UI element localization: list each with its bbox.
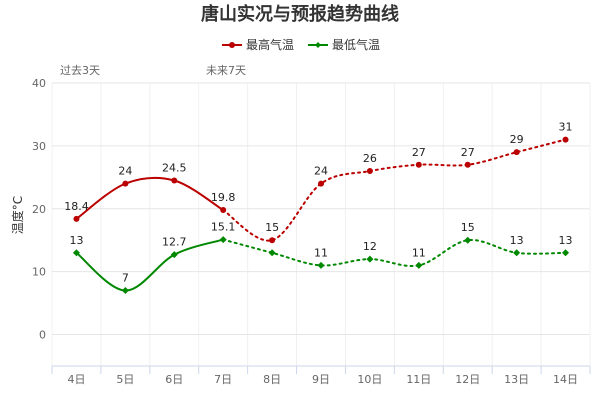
y-tick-label: 10 — [32, 266, 46, 279]
x-tick-label: 9日 — [312, 373, 330, 386]
data-label-min: 15 — [461, 221, 475, 234]
data-label-max: 27 — [412, 146, 426, 159]
data-point-max — [171, 177, 178, 184]
series-layer — [72, 136, 570, 295]
x-tick-label: 5日 — [116, 373, 134, 386]
series-line-forecast-min — [222, 238, 567, 268]
data-point-max — [415, 161, 422, 168]
data-point-min — [562, 249, 570, 257]
data-point-max — [513, 149, 520, 156]
axes: 0 10 20 30 40 4日 5日 6日 7日 8日 9日 10日 11日 12日 13日 14日 — [32, 77, 591, 386]
y-tick-label: 30 — [32, 140, 46, 153]
data-label-min: 13 — [69, 234, 83, 247]
y-axis-label: 温度°C — [10, 196, 25, 234]
legend-item-max-temp[interactable]: 最高气温 — [222, 37, 294, 52]
y-tick-label: 20 — [32, 203, 46, 216]
data-label-max: 31 — [559, 121, 573, 134]
x-tick-label: 11日 — [406, 373, 431, 386]
x-tick-label: 13日 — [504, 373, 529, 386]
data-label-min: 11 — [314, 246, 328, 259]
grid — [51, 82, 591, 366]
data-point-max — [269, 237, 276, 244]
data-point-min — [464, 236, 472, 244]
data-point-max — [366, 168, 373, 175]
x-tick-label: 6日 — [165, 373, 183, 386]
data-label-max: 18.4 — [64, 200, 89, 213]
legend-label-min: 最低气温 — [332, 37, 380, 52]
data-label-max: 27 — [461, 146, 475, 159]
data-label-min: 13 — [559, 234, 573, 247]
x-tick-label: 10日 — [357, 373, 382, 386]
data-label-min: 13 — [510, 234, 524, 247]
data-label-min: 7 — [122, 272, 129, 285]
data-point-min — [366, 255, 374, 263]
data-point-max — [220, 207, 227, 214]
y-tick-label: 0 — [39, 329, 46, 342]
data-label-max: 24.5 — [162, 161, 187, 174]
legend-swatch-min-marker — [315, 42, 321, 48]
x-tick-label: 4日 — [67, 373, 85, 386]
data-point-max — [464, 161, 471, 168]
data-point-max — [122, 180, 129, 187]
x-tick-label: 7日 — [214, 373, 232, 386]
legend-label-max: 最高气温 — [246, 37, 294, 52]
data-labels: 18.4 24 24.5 19.8 15 24 26 27 27 29 31 13 7 12.7 15.1 1… — [64, 121, 572, 285]
chart-title: 唐山实况与预报趋势曲线 — [201, 3, 399, 25]
data-point-min — [268, 249, 276, 257]
legend-item-min-temp[interactable]: 最低气温 — [308, 37, 380, 52]
legend-swatch-max-marker — [229, 42, 235, 48]
period-label-future: 未来7天 — [206, 64, 246, 77]
data-label-max: 15 — [265, 221, 279, 234]
data-point-min — [513, 249, 521, 257]
data-label-max: 29 — [510, 133, 524, 146]
data-label-max: 24 — [314, 165, 328, 178]
period-label-past: 过去3天 — [60, 64, 100, 77]
x-tick-label: 12日 — [455, 373, 480, 386]
data-point-min — [415, 261, 423, 269]
data-point-min — [170, 251, 178, 259]
data-point-max — [562, 136, 569, 143]
data-point-min — [219, 236, 227, 244]
data-label-min: 15.1 — [211, 221, 236, 234]
data-label-max: 24 — [118, 165, 132, 178]
data-point-max — [318, 180, 324, 187]
data-point-min — [121, 287, 129, 295]
data-label-max: 26 — [363, 152, 377, 165]
series-line-observed-max — [75, 176, 224, 220]
y-tick-label: 40 — [32, 77, 46, 90]
legend: 最高气温 最低气温 — [222, 37, 380, 52]
data-label-min: 12 — [363, 240, 377, 253]
x-tick-label: 14日 — [553, 373, 578, 386]
data-label-min: 11 — [412, 246, 426, 259]
data-point-min — [317, 261, 325, 269]
data-label-max: 19.8 — [211, 191, 236, 204]
x-tick-label: 8日 — [263, 373, 281, 386]
data-point-min — [72, 249, 80, 257]
data-point-max — [73, 215, 80, 222]
data-label-min: 12.7 — [162, 236, 187, 249]
series-line-observed-min — [75, 238, 224, 292]
